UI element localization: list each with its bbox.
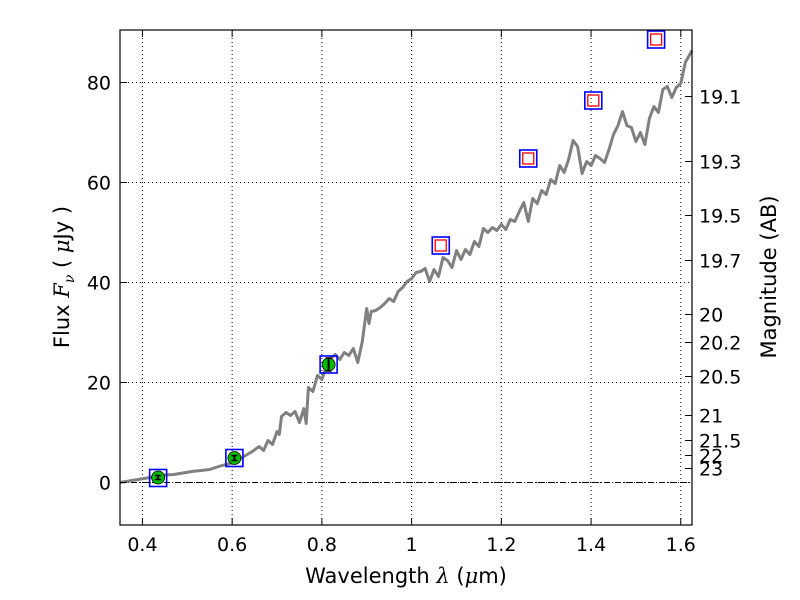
upper-point-square xyxy=(434,239,447,252)
y-axis-label-subscript: ν xyxy=(62,274,78,283)
y-axis-label-unit-mu: μ xyxy=(50,239,74,253)
y2-tick-label: 21 xyxy=(699,406,723,428)
y2-tick-label: 23 xyxy=(699,459,723,481)
y-tick-label: 80 xyxy=(87,73,111,95)
model-photometry-square xyxy=(225,448,244,468)
x-tick-label: 0.4 xyxy=(127,534,157,556)
x-axis-label-unit-open: ( xyxy=(450,564,465,588)
y2-tick-label: 19.1 xyxy=(699,87,741,109)
x-axis-label: Wavelength λ (μm) xyxy=(305,564,507,588)
x-tick-label: 0.8 xyxy=(307,534,337,556)
y-axis-ticks: 0 20 40 60 80 xyxy=(87,73,127,495)
y2-tick-label: 20.2 xyxy=(699,333,741,355)
x-axis-ticks: 0.4 0.6 0.8 1 1.2 1.4 1.6 xyxy=(127,30,696,556)
y2-tick-label: 22 xyxy=(699,446,723,468)
upper-point-square xyxy=(522,152,535,165)
y2-tick-label: 21.5 xyxy=(699,431,741,453)
model-photometry-square xyxy=(646,30,666,49)
x-tick-label: 1.4 xyxy=(576,534,606,556)
upper-point-square xyxy=(587,94,600,107)
y-axis-label-prefix: Flux xyxy=(50,298,74,348)
y2-tick-label: 19.7 xyxy=(699,251,741,273)
model-photometry-square xyxy=(431,236,451,255)
y-tick-label: 60 xyxy=(87,173,111,195)
y-tick-label: 20 xyxy=(87,373,111,395)
x-tick-label: 1.2 xyxy=(486,534,516,556)
y-tick-label: 0 xyxy=(99,473,111,495)
y2-tick-label: 20 xyxy=(699,305,723,327)
model-photometry-square xyxy=(319,355,338,374)
x-axis-label-prefix: Wavelength xyxy=(305,564,436,588)
x-tick-label: 1.6 xyxy=(666,534,696,556)
y-axis-label: Flux Fν ( μJy ) xyxy=(50,206,78,348)
y-tick-label: 40 xyxy=(87,273,111,295)
y2-tick-label: 19.3 xyxy=(699,152,741,174)
upper-point-square xyxy=(649,33,663,46)
y2-tick-label: 20.5 xyxy=(699,367,741,389)
model-photometry-square xyxy=(584,91,603,110)
x-tick-label: 1 xyxy=(406,534,418,556)
photometry-points xyxy=(148,30,666,488)
y-axis-label-unit-open: ( xyxy=(50,253,74,275)
y2-tick-label: 19.5 xyxy=(699,206,741,228)
model-photometry-square xyxy=(148,468,168,488)
y-axis-label-symbol: F xyxy=(50,282,74,299)
x-axis-label-symbol: λ xyxy=(435,564,449,588)
spectrum-line xyxy=(119,49,694,484)
x-axis-label-unit-mu: μ xyxy=(465,564,479,588)
model-photometry-square xyxy=(518,149,538,168)
y-axis-label-unit-rest: Jy ) xyxy=(50,206,74,242)
plot-frame xyxy=(119,29,693,526)
x-tick-label: 0.6 xyxy=(217,534,247,556)
y2-axis-label: Magnitude (AB) xyxy=(757,195,781,358)
x-axis-label-unit-rest: m) xyxy=(478,564,507,588)
plot-background xyxy=(120,30,692,525)
